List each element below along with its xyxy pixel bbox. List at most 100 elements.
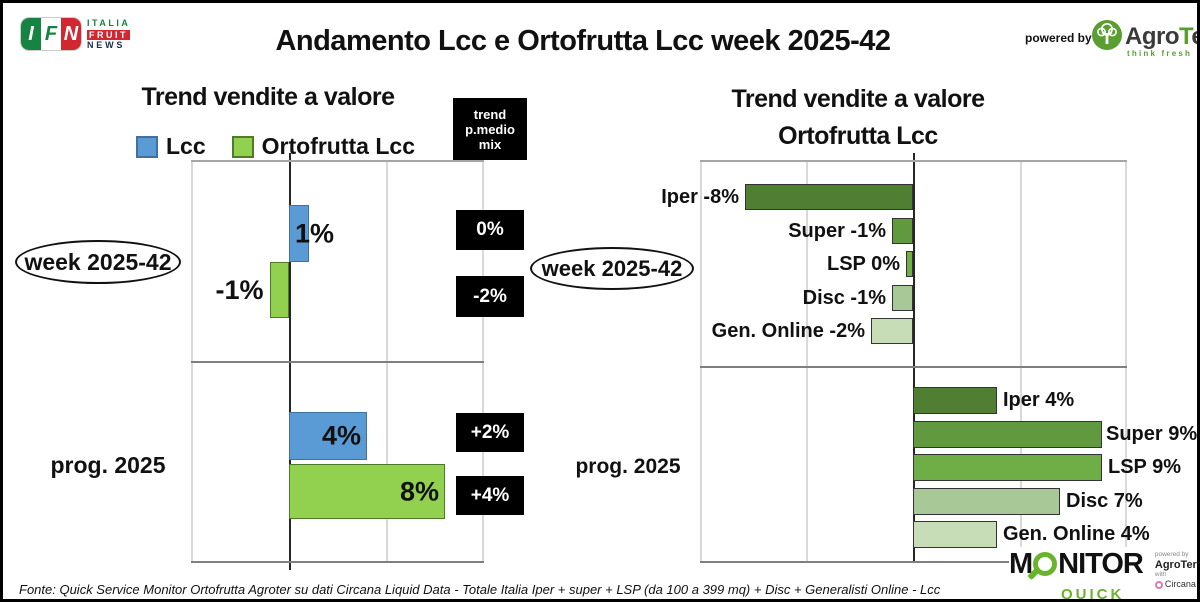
legend-label-lcc: Lcc [166,133,206,159]
page-title: Andamento Lcc e Ortofrutta Lcc week 2025… [275,25,891,57]
bar-disc-week [892,285,913,311]
ifn-letter-f: F [41,18,61,50]
left-chart-legend: Lcc Ortofrutta Lcc [136,133,415,160]
bar-row-week-disc: Disc -1% [803,285,913,311]
bar-label: Iper 4% [1003,389,1075,411]
bar-row-prog-disc: Disc 7% [913,488,1143,515]
ifn-logo-icon: I F N [21,18,81,50]
bar-gen-online-week [871,318,913,344]
legend-swatch-lcc [136,135,158,158]
agroter-word-t: T [1179,23,1192,50]
bar-row-week-lcc: 1% [289,205,334,262]
bar-row-prog-super: Super 9% [913,421,1197,448]
bar-row-prog-ortofrutta: 8% [289,464,445,519]
monitor-wordmark: M NITOR QUICK [1009,547,1144,599]
agroter-word-agro: Agro [1125,23,1180,50]
bar-row-prog-gen-online: Gen. Online 4% [913,521,1150,548]
bar-lsp-prog [913,454,1102,481]
right-chart-title-line2: Ortofrutta Lcc [778,122,938,150]
left-chart-title: Trend vendite a valore [141,83,396,111]
trend-box-line2: p.medio [465,121,515,137]
gridline [700,162,702,561]
bar-row-week-gen-online: Gen. Online -2% [712,318,913,344]
bar-iper-week [745,184,913,210]
bar-row-week-ortofrutta: -1% [215,262,289,318]
trend-mix-value-prog-lcc: +2% [456,413,524,452]
circana-label: Circana [1164,579,1196,589]
bar-label: LSP 0% [827,252,900,275]
gridline [1020,162,1022,561]
powered-by-label: powered by [1025,31,1092,45]
trend-pmedio-mix-header: trend p.medio mix [453,98,527,160]
bar-label: Super -1% [788,219,886,242]
monitor-powered-by: powered by [1154,551,1189,558]
monitor-attribution: powered by AgroTer with Circana [1154,547,1197,590]
bar-label: 8% [399,476,439,506]
bar-row-week-super: Super -1% [788,218,913,244]
agroter-word-er: er [1191,23,1197,50]
category-divider [700,366,1127,368]
bar-row-prog-lcc: 4% [289,412,367,460]
agroter-wordmark: AgroTer [1125,23,1197,51]
bar-row-prog-iper: Iper 4% [913,387,1074,414]
ifn-letter-i: I [21,18,41,50]
bar-row-week-lsp: LSP 0% [827,251,913,277]
ifn-letter-n: N [61,18,81,50]
bar-label: 4% [321,420,361,451]
bar-iper-prog [913,387,997,414]
right-plot-area: Iper -8% Super -1% LSP 0% Disc -1% Gen. … [661,153,1197,563]
axis-tick [289,563,291,570]
agroter-tagline: think fresh [1127,49,1193,58]
bar-lcc-prog: 4% [289,412,367,460]
bar-gen-online-prog [913,521,997,548]
gridline [1125,162,1127,561]
bar-label: Gen. Online -2% [711,319,865,342]
bar-row-week-iper: Iper -8% [661,184,913,210]
left-week-oval: week 2025-42 [15,240,181,284]
trend-mix-value-week-lcc: 0% [456,210,524,250]
bar-disc-prog [913,488,1060,515]
category-divider [191,361,484,363]
right-prog-label: prog. 2025 [575,455,681,478]
gridline [806,162,808,561]
trend-box-line1: trend [473,106,507,122]
source-note: Fonte: Quick Service Monitor Ortofrutta … [19,582,941,597]
magnifier-icon [1033,552,1058,576]
monitor-with: with [1154,571,1167,578]
bar-row-prog-lsp: LSP 9% [913,454,1181,481]
bar-label: Disc 7% [1066,490,1143,512]
bar-label: Super 9% [1106,423,1198,445]
right-chart-title-line1: Trend vendite a valore [731,85,986,113]
bar-super-prog [913,421,1102,448]
monitor-nitor: NITOR [1058,548,1144,580]
monitor-quick-label: QUICK [1061,586,1125,602]
legend-swatch-ortofrutta [231,135,254,158]
ifn-italia-label: ITALIA [87,18,131,28]
bar-label: -1% [215,274,264,305]
ifn-logo-text: ITALIA FRUIT NEWS [87,18,147,51]
left-prog-label: prog. 2025 [50,452,166,478]
zero-axis [913,162,915,561]
ifn-fruit-label: FRUIT [87,29,130,40]
legend-label-ortofrutta: Ortofrutta Lcc [261,133,415,159]
agroter-tree-icon [1091,19,1123,56]
trend-mix-value-week-ortofrutta: -2% [456,276,524,317]
circana-icon [1154,580,1163,589]
bar-label: Iper -8% [661,185,739,208]
trend-mix-value-prog-ortofrutta: +4% [456,476,524,515]
bar-ortofrutta-prog: 8% [289,464,445,519]
bar-label: LSP 9% [1108,456,1181,478]
bar-super-week [892,218,913,244]
left-plot-area: 1% -1% 4% 8% [191,153,484,570]
monitor-agroter: AgroTer [1154,559,1197,571]
bar-ortofrutta-week [269,262,289,318]
bar-label: Gen. Online 4% [1003,523,1150,545]
bar-label: 1% [295,218,335,248]
bar-label: Disc -1% [802,286,886,309]
bar-lsp-week [906,251,913,277]
bar-lcc-week: 1% [289,205,334,262]
ifn-news-label: NEWS [87,40,126,50]
axis-tick [289,153,291,160]
monitor-quick-logo: M NITOR QUICK powered by AgroTer with Ci… [1009,547,1197,599]
